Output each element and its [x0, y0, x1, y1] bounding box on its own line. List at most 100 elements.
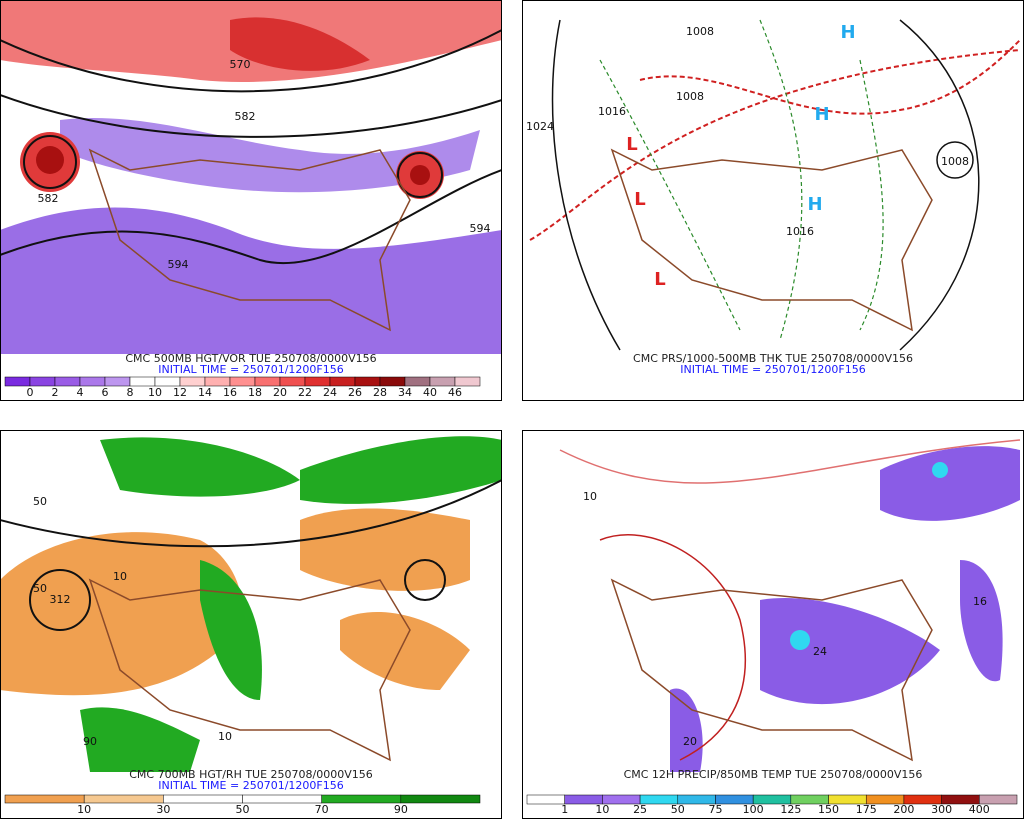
- panel-title: CMC 500MB HGT/VOR TUE 250708/0000V156: [125, 352, 376, 365]
- contour-label: 582: [235, 110, 256, 123]
- colorbar-label: 50: [236, 803, 250, 816]
- colorbar-label: 10: [77, 803, 91, 816]
- colorbar-segment: [154, 376, 181, 387]
- colorbar-label: 20: [273, 386, 287, 399]
- initial-time: INITIAL TIME = 250701/1200F156: [158, 779, 343, 792]
- colorbar-segment: [242, 794, 322, 804]
- colorbar-label: 400: [969, 803, 990, 816]
- colorbar-label: 0: [27, 386, 34, 399]
- colorbar-segment: [304, 376, 331, 387]
- colorbar-segment: [979, 794, 1018, 805]
- colorbar-segment: [29, 376, 56, 387]
- colorbar-label: 24: [323, 386, 337, 399]
- contour-label: 570: [230, 58, 251, 71]
- contour-label: 1008: [676, 90, 704, 103]
- colorbar-label: 175: [856, 803, 877, 816]
- colorbar-segment: [526, 794, 565, 805]
- colorbar-label: 10: [595, 803, 609, 816]
- panel-title: CMC 700MB HGT/RH TUE 250708/0000V156: [129, 768, 373, 781]
- vorticity-map: [1, 1, 501, 354]
- initial-time: INITIAL TIME = 250701/1200F156: [158, 363, 343, 376]
- colorbar-label: 14: [198, 386, 212, 399]
- colorbar-segment: [79, 376, 106, 387]
- contour-label: H: [840, 22, 855, 43]
- colorbar-segment: [379, 376, 406, 387]
- contour-label: 594: [470, 222, 491, 235]
- colorbar-segment: [229, 376, 256, 387]
- colorbar-label: 150: [818, 803, 839, 816]
- contour-label: H: [807, 194, 822, 215]
- colorbar-label: 8: [127, 386, 134, 399]
- colorbar-segment: [254, 376, 281, 387]
- contour-label: 10: [583, 490, 597, 503]
- precip-map: [523, 431, 1023, 772]
- colorbar-label: 200: [893, 803, 914, 816]
- colorbar-label: 70: [315, 803, 329, 816]
- colorbar-segment: [179, 376, 206, 387]
- pressure-map: [523, 1, 1023, 354]
- colorbar-label: 100: [743, 803, 764, 816]
- contour-label: 90: [83, 735, 97, 748]
- contour-label: 1016: [786, 225, 814, 238]
- contour-label: 10: [218, 730, 232, 743]
- colorbar-label: 16: [223, 386, 237, 399]
- colorbar-segment: [321, 794, 402, 804]
- colorbar-segment: [354, 376, 381, 387]
- colorbar-label: 18: [248, 386, 262, 399]
- contour-label: L: [654, 269, 665, 290]
- colorbar-label: 34: [398, 386, 412, 399]
- colorbar-label: 40: [423, 386, 437, 399]
- colorbar-segment: [404, 376, 431, 387]
- colorbar-segment: [454, 376, 481, 387]
- colorbar-label: 125: [780, 803, 801, 816]
- humidity-map: [1, 431, 501, 772]
- colorbar-segment: [4, 376, 31, 387]
- colorbar-segment: [204, 376, 231, 387]
- contour-label: 50: [33, 495, 47, 508]
- contour-label: 1016: [598, 105, 626, 118]
- contour-label: 1008: [686, 25, 714, 38]
- contour-label: 312: [50, 593, 71, 606]
- panel-title: CMC 12H PRECIP/850MB TEMP TUE 250708/000…: [624, 768, 923, 781]
- colorbar-label: 12: [173, 386, 187, 399]
- contour-label: 594: [168, 258, 189, 271]
- colorbar-segment: [329, 376, 356, 387]
- colorbar-label: 6: [102, 386, 109, 399]
- colorbar-segment: [104, 376, 131, 387]
- contour-label: 50: [33, 582, 47, 595]
- colorbar-label: 10: [148, 386, 162, 399]
- colorbar-segment: [429, 376, 456, 387]
- colorbar-label: 50: [671, 803, 685, 816]
- colorbar-label: 26: [348, 386, 362, 399]
- colorbar-label: 1: [561, 803, 568, 816]
- colorbar-label: 28: [373, 386, 387, 399]
- contour-label: 16: [973, 595, 987, 608]
- colorbar-label: 46: [448, 386, 462, 399]
- colorbar-segment: [54, 376, 81, 387]
- colorbar-label: 300: [931, 803, 952, 816]
- colorbar-segment: [400, 794, 481, 804]
- panel-title: CMC PRS/1000-500MB THK TUE 250708/0000V1…: [633, 352, 913, 365]
- colorbar-segment: [83, 794, 164, 804]
- contour-label: 10: [113, 570, 127, 583]
- colorbar-label: 25: [633, 803, 647, 816]
- colorbar-segment: [129, 376, 156, 387]
- colorbar-label: 22: [298, 386, 312, 399]
- colorbar-segment: [279, 376, 306, 387]
- contour-label: 582: [38, 192, 59, 205]
- contour-label: 1008: [941, 155, 969, 168]
- colorbar-label: 4: [77, 386, 84, 399]
- contour-label: 20: [683, 735, 697, 748]
- colorbar-label: 30: [156, 803, 170, 816]
- colorbar-label: 2: [52, 386, 59, 399]
- colorbar-label: 90: [394, 803, 408, 816]
- contour-label: 24: [813, 645, 827, 658]
- colorbar-label: 75: [708, 803, 722, 816]
- contour-label: L: [634, 189, 645, 210]
- colorbar-segment: [163, 794, 243, 804]
- contour-label: L: [626, 134, 637, 155]
- contour-label: H: [814, 104, 829, 125]
- colorbar-segment: [4, 794, 85, 804]
- contour-label: 1024: [526, 120, 554, 133]
